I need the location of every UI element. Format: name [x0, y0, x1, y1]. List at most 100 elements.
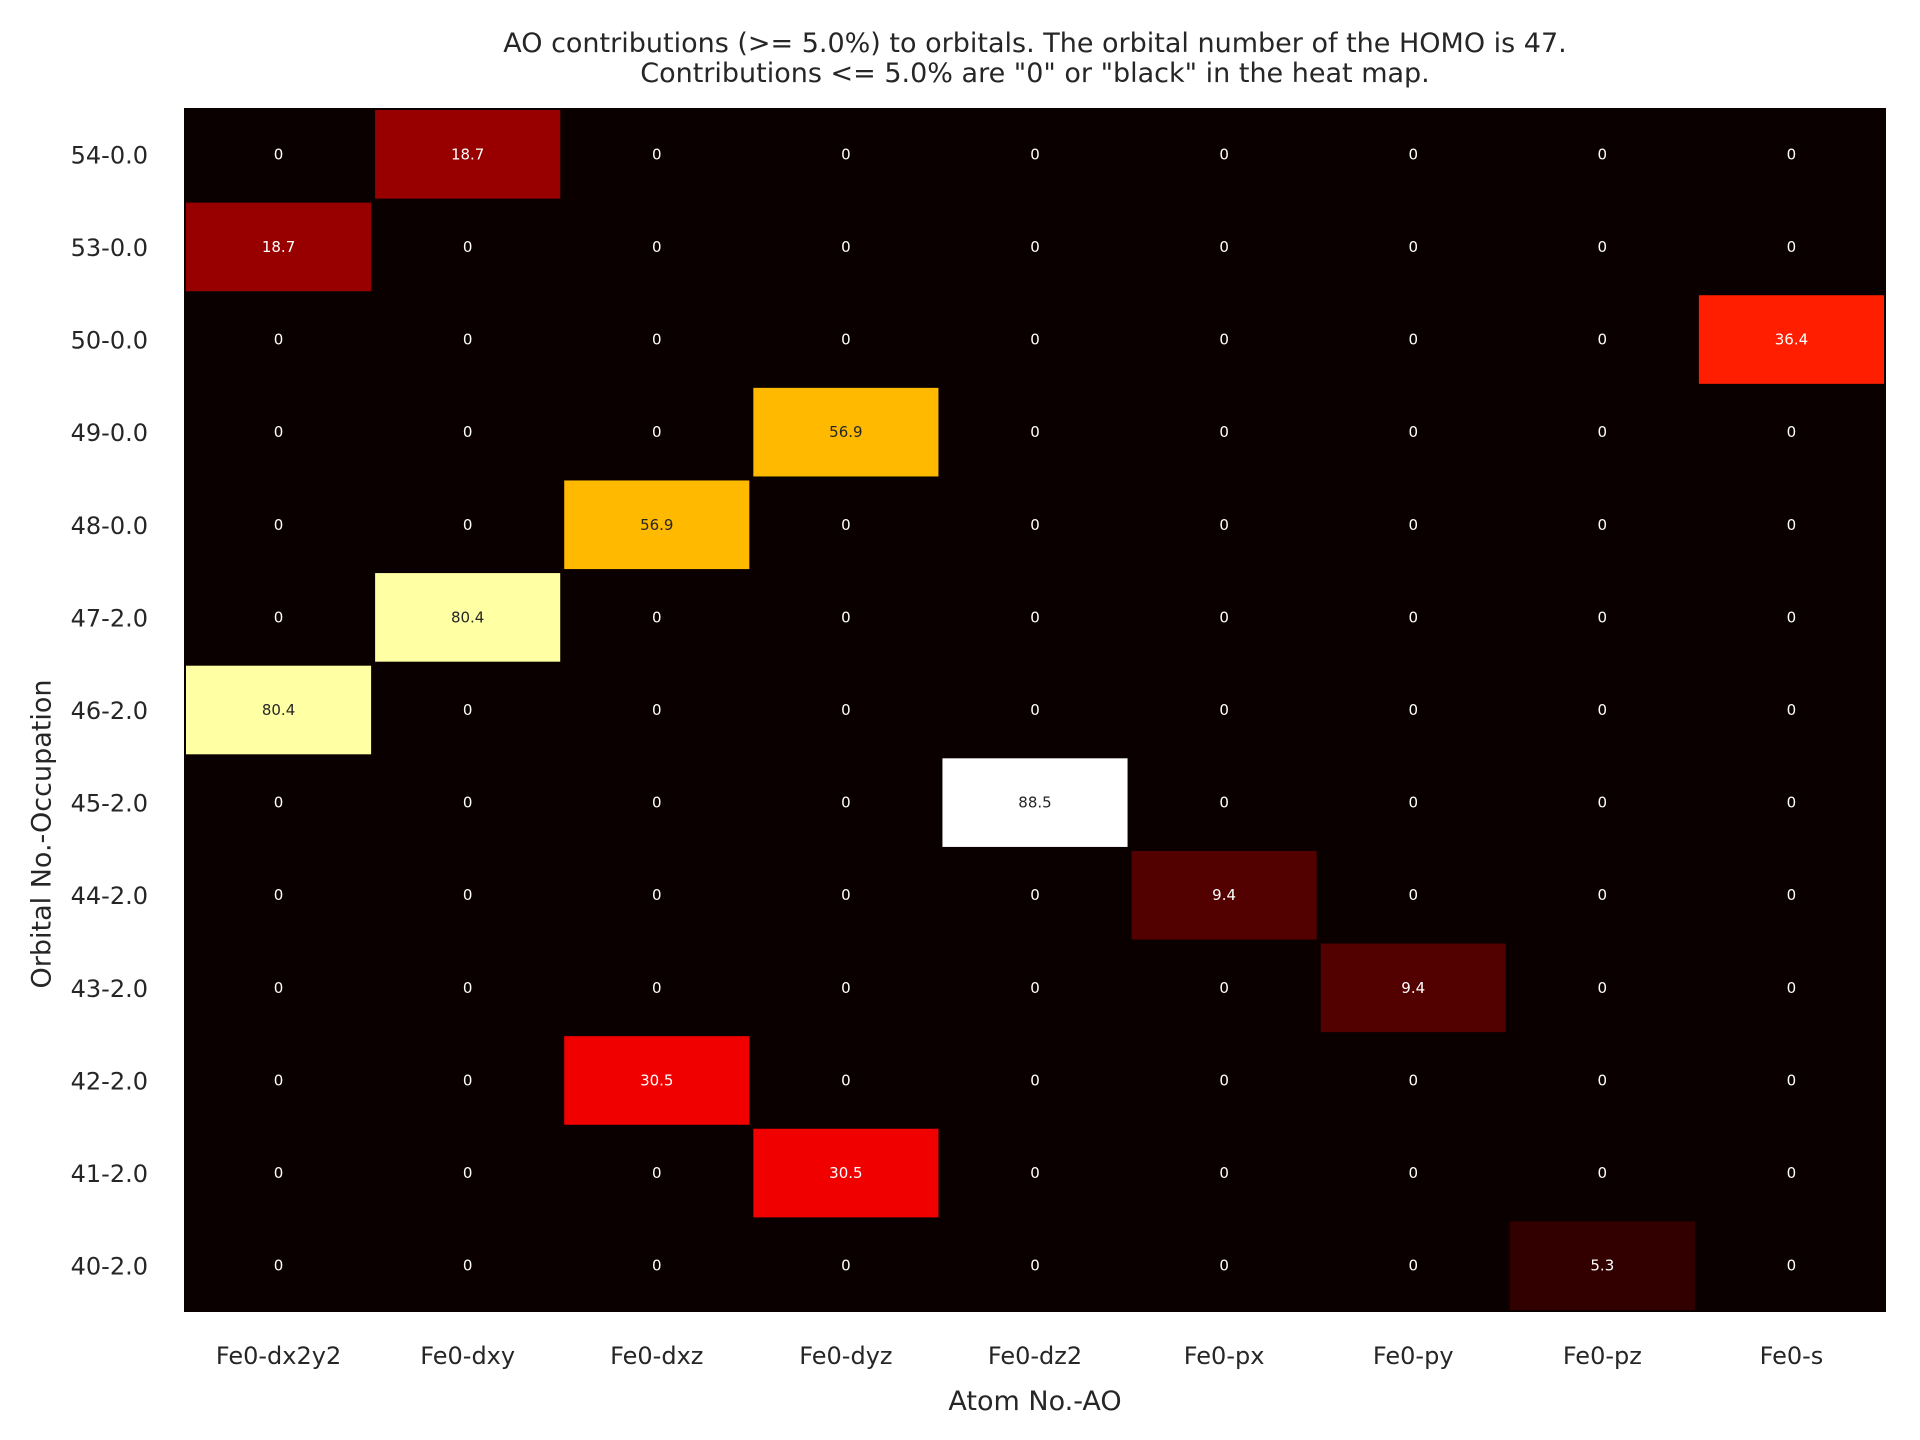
cell-value-label: 0	[1219, 794, 1229, 812]
cell-value-label: 0	[1030, 145, 1040, 163]
x-axis-label: Atom No.-AO	[948, 1386, 1122, 1417]
heatmap-cell	[564, 1036, 750, 1125]
heatmap-cell	[564, 665, 750, 755]
cell-value-label: 0	[652, 145, 662, 163]
cell-value-label: 0	[274, 145, 284, 163]
cell-value-label: 0	[1787, 1071, 1797, 1089]
heatmap-cell	[186, 110, 372, 199]
heatmap-cell	[564, 573, 750, 662]
heatmap-cell	[753, 387, 939, 477]
heatmap-cell	[375, 573, 561, 662]
cell-value-label: 0	[274, 516, 284, 534]
chart-title: AO contributions (>= 5.0%) to orbitals. …	[503, 28, 1567, 59]
heatmap-cell	[375, 1221, 561, 1310]
cell-value-label: 0	[1598, 608, 1608, 626]
cell-value-label: 0	[652, 1164, 662, 1182]
heatmap-cell	[942, 943, 1128, 1033]
cell-value-label: 0	[1408, 886, 1418, 904]
heatmap-cell	[1320, 665, 1506, 755]
heatmap-cell	[1509, 573, 1695, 662]
cell-value-label: 0	[1219, 516, 1229, 534]
heatmap-cell	[1509, 1221, 1695, 1310]
heatmap-cell	[564, 480, 750, 570]
y-tick-label: 46-2.0	[71, 697, 148, 725]
cell-value-label: 0	[1030, 608, 1040, 626]
heatmap-cell	[1698, 1221, 1884, 1310]
cell-value-label: 0	[841, 608, 851, 626]
cell-value-label: 0	[1598, 516, 1608, 534]
x-tick-label: Fe0-s	[1760, 1342, 1824, 1370]
y-tick-label: 41-2.0	[71, 1160, 148, 1188]
cell-value-label: 0	[1408, 1071, 1418, 1089]
heatmap-cell	[942, 1128, 1128, 1218]
heatmap-cell	[1698, 295, 1884, 384]
y-tick-label: 44-2.0	[71, 882, 148, 910]
heatmap-cell	[753, 1221, 939, 1310]
cell-value-label: 0	[274, 886, 284, 904]
cell-value-label: 0	[1030, 331, 1040, 349]
heatmap-cell	[375, 110, 561, 199]
heatmap-cell	[753, 480, 939, 570]
cell-value-label: 0	[1408, 701, 1418, 719]
heatmap-cell	[1509, 850, 1695, 940]
cell-value-label: 0	[274, 1257, 284, 1275]
heatmap-cell	[1320, 1128, 1506, 1218]
cell-value-label: 0	[1408, 1257, 1418, 1275]
heatmap-cell	[1131, 295, 1317, 384]
heatmap-cell	[1509, 202, 1695, 292]
cell-value-label: 0	[1408, 331, 1418, 349]
cell-value-label: 0	[841, 145, 851, 163]
cell-value-label: 0	[1598, 331, 1608, 349]
cell-value-label: 0	[274, 1164, 284, 1182]
heatmap-cell	[1509, 943, 1695, 1033]
cell-value-label: 0	[1219, 979, 1229, 997]
cell-value-label: 0	[1408, 794, 1418, 812]
heatmap-cell	[753, 110, 939, 199]
cell-value-label: 30.5	[640, 1071, 673, 1089]
cell-value-label: 0	[1030, 238, 1040, 256]
cell-value-label: 0	[274, 608, 284, 626]
cell-value-label: 0	[841, 794, 851, 812]
cell-value-label: 0	[841, 1071, 851, 1089]
cell-value-label: 0	[652, 331, 662, 349]
heatmap-cell	[1131, 665, 1317, 755]
heatmap-cell	[1698, 850, 1884, 940]
cell-value-label: 0	[1219, 1071, 1229, 1089]
heatmap-cell	[1509, 110, 1695, 199]
cell-value-label: 0	[1598, 979, 1608, 997]
heatmap-cell	[1131, 573, 1317, 662]
x-tick-label: Fe0-dxy	[420, 1342, 515, 1370]
heatmap-cell	[753, 758, 939, 847]
cell-value-label: 0	[652, 1257, 662, 1275]
cell-value-label: 0	[1598, 701, 1608, 719]
heatmap-cell	[1131, 758, 1317, 847]
chart-subtitle: Contributions <= 5.0% are "0" or "black"…	[640, 58, 1430, 89]
heatmap-cell	[1320, 202, 1506, 292]
heatmap-cell	[1698, 480, 1884, 570]
heatmap-cell	[942, 1221, 1128, 1310]
cell-value-label: 0	[1598, 423, 1608, 441]
heatmap-cell	[564, 202, 750, 292]
heatmap-cell	[186, 480, 372, 570]
heatmap-cell	[375, 295, 561, 384]
cell-value-label: 0	[652, 701, 662, 719]
heatmap-cell	[753, 573, 939, 662]
heatmap-cell	[942, 295, 1128, 384]
y-tick-label: 48-0.0	[71, 512, 148, 540]
cell-value-label: 0	[1787, 1164, 1797, 1182]
y-tick-label: 45-2.0	[71, 790, 148, 818]
heatmap-cell	[942, 1036, 1128, 1125]
heatmap-cell	[942, 758, 1128, 847]
cell-value-label: 0	[841, 701, 851, 719]
heatmap-cell	[1320, 943, 1506, 1033]
heatmap-cell	[1698, 110, 1884, 199]
heatmap-cell	[186, 573, 372, 662]
heatmap-cell	[1698, 758, 1884, 847]
cell-value-label: 0	[463, 886, 473, 904]
cell-value-label: 9.4	[1212, 886, 1236, 904]
cell-value-label: 0	[1787, 608, 1797, 626]
heatmap-cell	[1131, 1128, 1317, 1218]
cell-value-label: 0	[274, 331, 284, 349]
cell-value-label: 0	[841, 331, 851, 349]
cell-value-label: 0	[1219, 331, 1229, 349]
